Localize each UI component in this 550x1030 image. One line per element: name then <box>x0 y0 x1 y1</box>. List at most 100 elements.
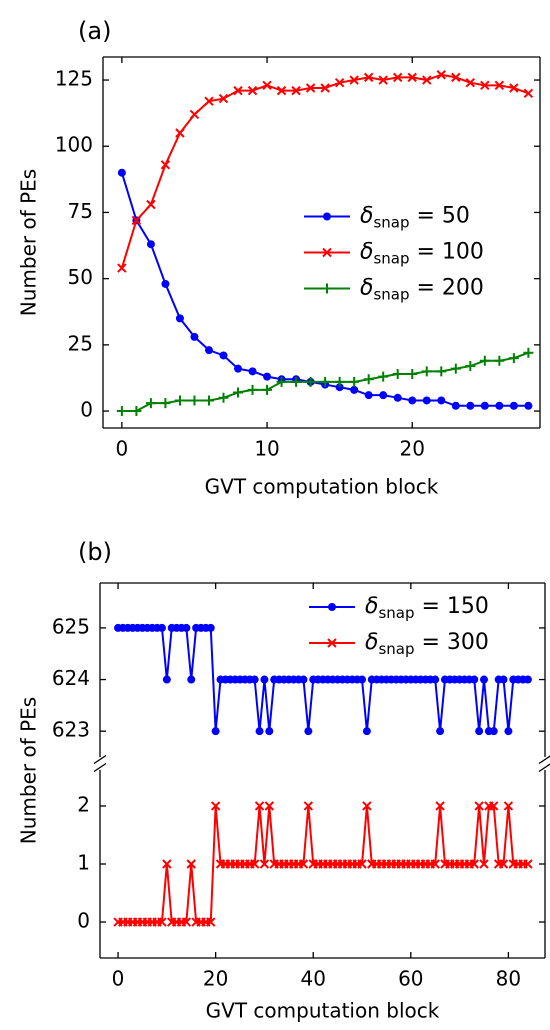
x-tick-label: 60 <box>398 967 423 991</box>
point <box>524 401 533 410</box>
point <box>304 727 313 736</box>
point <box>379 391 388 400</box>
x-tick-label: 80 <box>496 967 521 991</box>
point <box>523 859 533 869</box>
point <box>364 391 373 400</box>
point <box>465 77 476 88</box>
point <box>489 727 498 736</box>
point <box>162 675 171 684</box>
point <box>145 398 156 409</box>
legend-marker <box>327 638 337 648</box>
point <box>262 384 273 395</box>
point <box>233 387 244 398</box>
point <box>189 395 200 406</box>
point <box>335 383 344 392</box>
point <box>131 215 142 226</box>
y-tick-label: 0 <box>77 909 90 933</box>
point <box>363 72 374 83</box>
legend-label: δsnap = 200 <box>360 276 484 304</box>
point <box>451 72 461 83</box>
point <box>259 859 270 869</box>
point <box>131 406 142 417</box>
point <box>431 675 440 684</box>
point <box>509 83 519 93</box>
point <box>437 396 446 405</box>
point <box>430 859 440 869</box>
point <box>305 376 316 387</box>
point <box>469 859 479 869</box>
point <box>247 384 258 395</box>
point <box>378 371 389 382</box>
point <box>495 401 504 410</box>
y-tick-label: 50 <box>68 265 93 289</box>
x-tick-label: 20 <box>203 967 228 991</box>
y-tick-label: 2 <box>77 792 90 816</box>
legend-label: δsnap = 50 <box>360 204 470 232</box>
point <box>465 361 476 372</box>
axis-break <box>93 762 107 773</box>
point <box>494 80 505 91</box>
point <box>489 801 499 811</box>
x-tick-label: 0 <box>116 437 129 461</box>
x-axis-title: GVT computation block <box>205 475 439 499</box>
point <box>422 396 431 405</box>
y-axis-title: Number of PEs <box>17 169 41 316</box>
point <box>218 93 229 104</box>
point <box>408 396 417 405</box>
point <box>480 675 489 684</box>
point <box>350 385 359 394</box>
point <box>393 72 403 83</box>
x-tick-label: 40 <box>301 967 326 991</box>
point <box>174 395 185 406</box>
point <box>334 376 345 387</box>
point <box>210 801 221 811</box>
axis-break <box>538 763 550 773</box>
point <box>320 83 330 93</box>
point <box>421 366 432 377</box>
point <box>480 80 490 91</box>
y-tick-label: 25 <box>68 331 93 355</box>
point <box>357 859 367 869</box>
point <box>362 727 371 736</box>
legend-marker <box>322 247 332 258</box>
point <box>299 675 308 684</box>
point <box>450 363 461 374</box>
y-tick-label: 75 <box>68 199 93 223</box>
point <box>175 128 185 138</box>
point <box>480 401 489 410</box>
point <box>206 623 215 632</box>
point <box>436 70 446 80</box>
point <box>234 364 243 373</box>
y-tick-label: 625 <box>52 614 90 638</box>
legend-marker <box>323 212 331 221</box>
point <box>378 75 388 85</box>
point <box>499 675 508 684</box>
point <box>157 623 166 632</box>
point <box>146 240 155 249</box>
y-tick-label: 125 <box>55 67 93 91</box>
point <box>393 393 402 402</box>
point <box>254 801 265 811</box>
point <box>182 623 191 632</box>
x-tick-label: 0 <box>112 967 125 991</box>
point <box>474 801 484 811</box>
point <box>204 346 213 355</box>
y-tick-label: 623 <box>52 718 90 742</box>
point <box>407 368 418 379</box>
point <box>190 332 199 341</box>
point <box>479 859 489 869</box>
point <box>363 374 374 385</box>
legend-marker <box>322 283 332 294</box>
point <box>451 401 460 410</box>
x-tick-label: 20 <box>400 437 425 461</box>
point <box>203 395 214 406</box>
point <box>435 801 445 811</box>
point <box>116 406 127 417</box>
legend-label: δsnap = 150 <box>365 594 489 622</box>
point <box>250 675 259 684</box>
point <box>263 372 272 381</box>
point <box>265 727 274 736</box>
point <box>291 376 302 387</box>
point <box>509 401 518 410</box>
point <box>334 77 345 88</box>
